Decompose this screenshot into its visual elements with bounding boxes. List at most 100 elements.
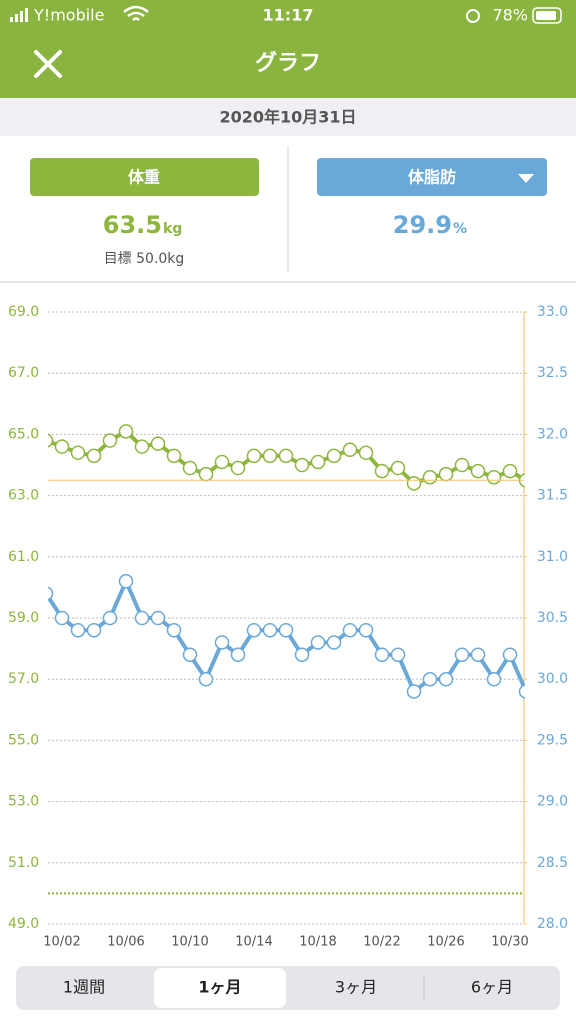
data-point bbox=[278, 622, 294, 638]
y-tick-label: 61.0 bbox=[8, 549, 39, 565]
data-point bbox=[134, 610, 150, 626]
y-tick-label: 57.0 bbox=[8, 671, 39, 687]
tab[interactable]: 3ヶ月 bbox=[335, 978, 377, 997]
tab-selected bbox=[154, 968, 286, 1008]
data-point bbox=[54, 610, 70, 626]
weight-value: 63.5 bbox=[103, 211, 162, 239]
data-point bbox=[102, 433, 118, 448]
data-point bbox=[358, 445, 374, 461]
data-point bbox=[390, 647, 406, 662]
x-tick-label: 10/26 bbox=[427, 935, 464, 950]
data-point bbox=[342, 442, 358, 457]
data-point bbox=[422, 671, 438, 687]
data-point bbox=[342, 622, 358, 638]
header-bg bbox=[0, 0, 576, 98]
data-point bbox=[406, 684, 422, 699]
data-point bbox=[150, 610, 166, 626]
data-point bbox=[118, 574, 134, 589]
weight-label: 体重 bbox=[128, 168, 160, 187]
tab[interactable]: 1週間 bbox=[63, 978, 105, 997]
y-tick-label: 69.0 bbox=[8, 304, 39, 320]
data-point bbox=[214, 454, 230, 470]
x-tick-label: 10/18 bbox=[299, 935, 336, 950]
close-button[interactable] bbox=[34, 50, 62, 78]
weight-target: 目標 50.0kg bbox=[104, 251, 185, 267]
alarm-icon bbox=[466, 9, 480, 23]
y2-tick-label: 31.0 bbox=[537, 549, 568, 565]
data-point bbox=[454, 457, 470, 473]
y2-tick-label: 29.0 bbox=[537, 794, 568, 810]
data-point bbox=[406, 476, 422, 491]
battery-level bbox=[536, 11, 556, 20]
data-point bbox=[454, 647, 470, 662]
data-point bbox=[390, 460, 406, 476]
data-point bbox=[214, 635, 230, 650]
data-point bbox=[358, 622, 374, 638]
carrier: Y!mobile bbox=[33, 6, 104, 25]
data-point bbox=[182, 460, 198, 476]
data-point bbox=[310, 635, 326, 650]
y-tick-label: 55.0 bbox=[8, 732, 39, 748]
y2-tick-label: 30.5 bbox=[537, 610, 568, 626]
plot-area bbox=[48, 424, 525, 699]
data-point bbox=[502, 463, 518, 479]
data-point bbox=[422, 469, 438, 485]
y-tick-label: 63.0 bbox=[8, 488, 39, 504]
y-tick-label: 67.0 bbox=[8, 365, 39, 381]
data-point bbox=[70, 622, 86, 638]
weight-button[interactable] bbox=[30, 158, 259, 196]
x-tick-label: 10/14 bbox=[235, 935, 272, 950]
y2-tick-label: 33.0 bbox=[537, 304, 568, 320]
data-point bbox=[198, 466, 214, 482]
data-point bbox=[246, 448, 262, 464]
y2-tick-label: 30.0 bbox=[537, 671, 568, 687]
x-tick-label: 10/06 bbox=[107, 935, 144, 950]
data-point bbox=[278, 448, 294, 464]
data-point bbox=[48, 586, 54, 601]
data-point bbox=[48, 433, 54, 448]
data-point bbox=[70, 445, 86, 461]
tab[interactable]: 6ヶ月 bbox=[471, 978, 513, 997]
data-point bbox=[438, 671, 454, 687]
header-title: グラフ bbox=[255, 50, 321, 76]
data-point bbox=[262, 448, 278, 464]
wifi-icon bbox=[123, 5, 149, 21]
data-point bbox=[310, 454, 326, 470]
data-point bbox=[182, 647, 198, 662]
x-tick-label: 10/22 bbox=[363, 935, 400, 950]
y2-tick-label: 31.5 bbox=[537, 488, 568, 504]
tab[interactable]: 1ヶ月 bbox=[198, 978, 241, 997]
signal-icon bbox=[10, 8, 28, 22]
data-point bbox=[86, 622, 102, 638]
data-point bbox=[230, 460, 246, 476]
data-point bbox=[166, 622, 182, 638]
y-tick-label: 51.0 bbox=[8, 855, 39, 871]
weight-unit: kg bbox=[163, 221, 182, 237]
data-point bbox=[230, 647, 246, 662]
data-point bbox=[294, 457, 310, 473]
dropdown-arrow bbox=[518, 174, 534, 183]
data-point bbox=[166, 448, 182, 464]
data-point bbox=[326, 448, 342, 464]
y2-tick-label: 32.0 bbox=[537, 426, 568, 442]
data-point bbox=[502, 647, 518, 662]
y2-tick-label: 28.5 bbox=[537, 855, 568, 871]
x-tick-label: 10/10 bbox=[171, 935, 208, 950]
y2-tick-label: 29.5 bbox=[537, 732, 568, 748]
battery-icon bbox=[532, 7, 562, 24]
data-point bbox=[198, 671, 214, 687]
chart: 49.0 51.0 53.0 55.0 57.0 59.0 61.0 63.0 65.0 67.0… bbox=[8, 304, 568, 950]
date-bar bbox=[0, 98, 576, 136]
bodyfat-button[interactable] bbox=[317, 158, 547, 196]
y-tick-label: 53.0 bbox=[8, 794, 39, 810]
tabs: 1週間 1ヶ月 3ヶ月 6ヶ月 bbox=[63, 968, 513, 1008]
data-point bbox=[102, 610, 118, 626]
data-point bbox=[374, 647, 390, 662]
x-tick-label: 10/30 bbox=[491, 935, 528, 950]
battery-text: 78% bbox=[492, 6, 528, 25]
data-point bbox=[246, 622, 262, 638]
y-tick-label: 65.0 bbox=[8, 426, 39, 442]
data-point bbox=[134, 439, 150, 454]
data-point bbox=[486, 671, 502, 687]
